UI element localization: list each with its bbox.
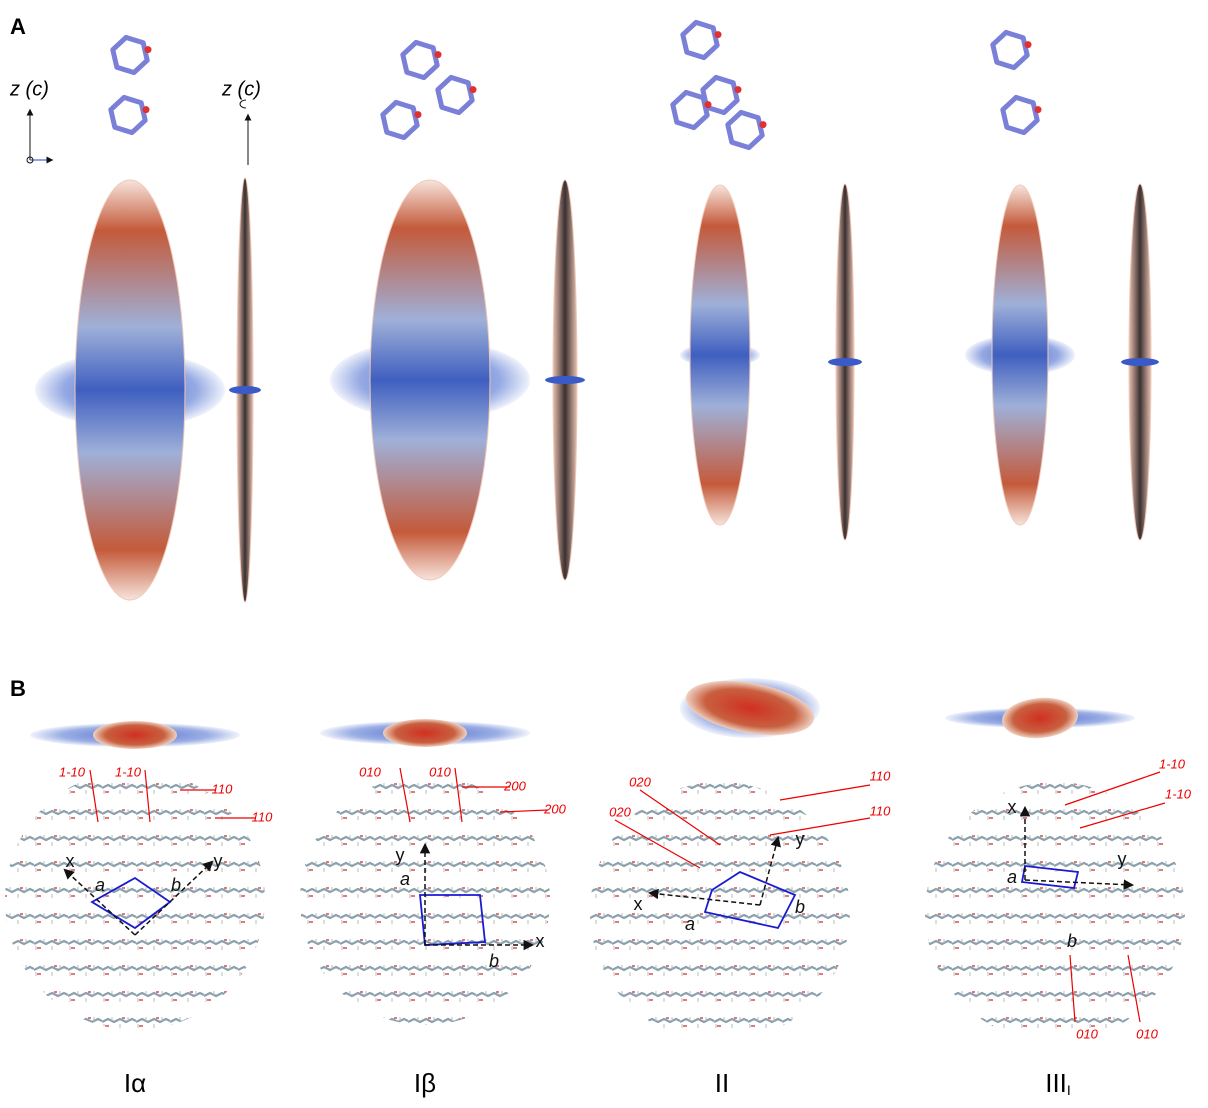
sugar-ring [438, 77, 472, 112]
axis-label: b [489, 951, 499, 971]
name: II [715, 1068, 729, 1098]
crystal-slice [925, 782, 1185, 1042]
thin-lobe [1121, 358, 1159, 366]
plane-label: 010 [359, 764, 381, 779]
thin-lobe [828, 358, 862, 366]
plane-label: 020 [609, 804, 631, 819]
sugar-ring [383, 102, 417, 137]
figure: A z (c) z (c) B 1-101-10110110xyabIα0100… [0, 0, 1208, 1108]
oxygen [1025, 41, 1032, 48]
axis-label: x [536, 931, 545, 951]
axis-label: b [1067, 931, 1077, 951]
oxygen [435, 51, 442, 58]
plane-label: 200 [503, 778, 526, 793]
panel-label: A [10, 14, 26, 39]
plane-label: 110 [870, 768, 891, 783]
plane-label: 110 [252, 809, 273, 824]
axis-label: a [1007, 867, 1017, 887]
axis-label: z (c) [9, 78, 49, 100]
ellipsoid [690, 185, 750, 525]
crystal-slice [590, 782, 850, 1042]
plane-line [780, 785, 870, 800]
oxygen [705, 101, 712, 108]
oxygen [715, 31, 722, 38]
axis-label: x [634, 894, 643, 914]
axis-label: a [95, 875, 105, 895]
thin-lobe [229, 386, 261, 394]
sugar-ring [993, 32, 1027, 67]
thin-lobe [545, 376, 585, 384]
oxygen [415, 111, 422, 118]
plane-label: 010 [429, 764, 451, 779]
plane-label: 010 [1076, 1026, 1098, 1041]
name: Iα [124, 1068, 146, 1098]
sugar-ring [728, 112, 762, 147]
axis-label: z (c) [221, 78, 261, 100]
name: Iβ [414, 1068, 436, 1098]
oxygen [1035, 106, 1042, 113]
sugar-ring [1003, 97, 1037, 132]
axis-label: a [685, 914, 695, 934]
projection-core [93, 721, 177, 749]
plane-label: 1-10 [1159, 756, 1186, 771]
crystal-slice [5, 770, 265, 1030]
polymorph-name: Iα [124, 1068, 146, 1098]
plane-label: 010 [1136, 1026, 1158, 1041]
plane-label: 020 [629, 774, 651, 789]
axis-label: b [171, 875, 181, 895]
projection-core [383, 719, 467, 747]
ellipsoids [35, 178, 1159, 602]
sugar-ring [113, 37, 147, 72]
plane-label: 1-10 [1165, 786, 1192, 801]
projection-core [682, 672, 819, 744]
plane-label: 110 [870, 803, 891, 818]
axis-label: y [396, 845, 405, 865]
axis-label: b [795, 897, 805, 917]
axis-label: a [400, 869, 410, 889]
plane-label: 1-10 [115, 764, 142, 779]
plane-label: 110 [212, 781, 233, 796]
oxygen [735, 86, 742, 93]
oxygen [760, 121, 767, 128]
ellipsoid [75, 180, 185, 600]
axis-label: y [796, 829, 805, 849]
axis-label: x [66, 851, 75, 871]
polymorph-name: II [715, 1068, 729, 1098]
axis-label: y [1118, 849, 1127, 869]
name: III [1045, 1068, 1067, 1098]
polymorph-name: IIII [1045, 1068, 1071, 1098]
polymorph-name: Iβ [414, 1068, 436, 1098]
oxygen [143, 106, 150, 113]
oxygen [470, 86, 477, 93]
sugar-ring [111, 97, 145, 132]
sugar-ring [673, 92, 707, 127]
axis-label: y [214, 851, 223, 871]
ellipsoid [370, 180, 490, 580]
name-subscript: I [1067, 1082, 1071, 1098]
sugar-ring [683, 22, 717, 57]
plane-label: 1-10 [59, 764, 86, 779]
oxygen [145, 46, 152, 53]
panel-label: B [10, 676, 26, 701]
axes-icon [27, 100, 248, 165]
plane-label: 200 [543, 801, 566, 816]
ellipsoid [992, 185, 1048, 525]
sugar-ring [403, 42, 437, 77]
projection-core [1000, 695, 1079, 741]
axis-label: x [1008, 797, 1017, 817]
